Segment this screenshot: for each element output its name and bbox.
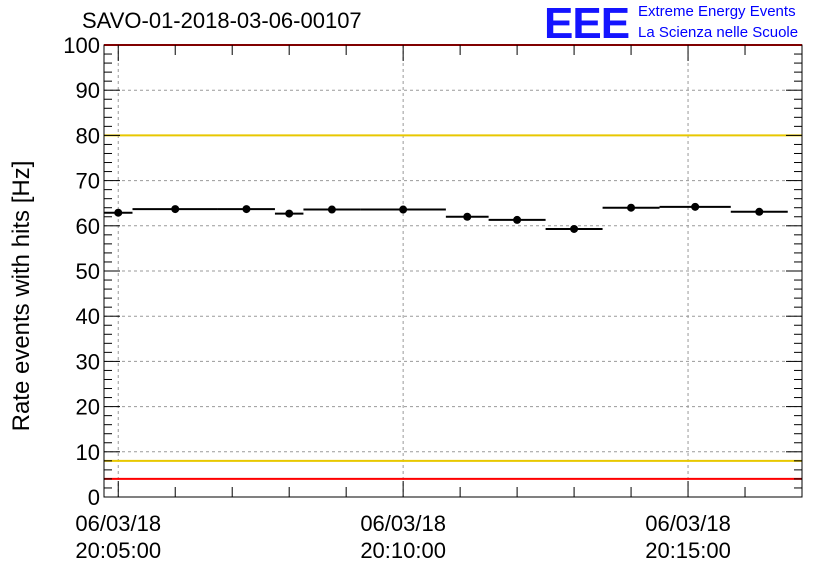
y-tick-label: 20 [76, 395, 100, 420]
data-point [627, 203, 636, 212]
x-tick-label-time: 20:15:00 [645, 538, 731, 563]
y-tick-label: 60 [76, 214, 100, 239]
data-point [114, 208, 123, 217]
data-point [463, 212, 472, 221]
logo-caption-line2: La Scienza nelle Scuole [638, 24, 799, 41]
data-point [570, 224, 579, 233]
y-tick-label: 70 [76, 169, 100, 194]
data-point [327, 205, 336, 214]
y-tick-label: 90 [76, 78, 100, 103]
y-tick-label: 50 [76, 259, 100, 284]
eee-logo: EEE [544, 0, 630, 48]
data-point [691, 202, 700, 211]
y-tick-label: 10 [76, 440, 100, 465]
y-tick-label: 0 [88, 485, 100, 510]
y-tick-label: 100 [63, 33, 100, 58]
y-axis-label: Rate events with hits [Hz] [8, 161, 35, 432]
x-tick-label-date: 06/03/18 [645, 511, 731, 536]
x-tick-label-date: 06/03/18 [360, 511, 446, 536]
logo-caption-line1: Extreme Energy Events [638, 3, 796, 20]
chart-title: SAVO-01-2018-03-06-00107 [82, 8, 362, 33]
data-point [755, 207, 764, 216]
data-point [242, 205, 251, 214]
y-tick-label: 40 [76, 304, 100, 329]
x-tick-label-date: 06/03/18 [75, 511, 161, 536]
y-tick-label: 30 [76, 349, 100, 374]
x-tick-label-time: 20:05:00 [75, 538, 161, 563]
x-tick-label-time: 20:10:00 [360, 538, 446, 563]
data-point [171, 205, 180, 214]
data-point [399, 205, 408, 214]
data-point [513, 215, 522, 224]
y-tick-label: 80 [76, 123, 100, 148]
data-point [285, 209, 294, 218]
